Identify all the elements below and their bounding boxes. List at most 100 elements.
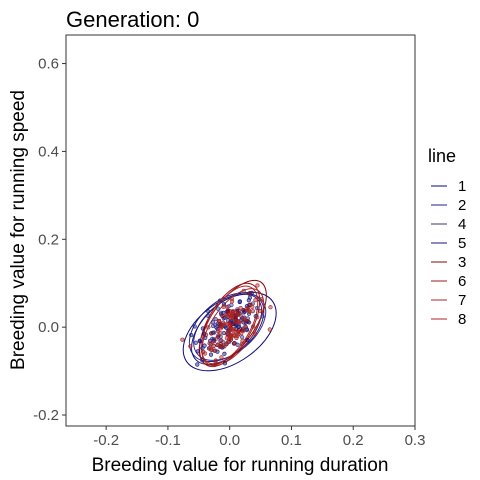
point-line-2 bbox=[237, 299, 242, 304]
point-line-6 bbox=[258, 308, 263, 314]
point-line-6 bbox=[247, 291, 252, 296]
x-tick-label: 0.2 bbox=[343, 432, 364, 449]
legend-label-1: 1 bbox=[458, 178, 466, 195]
point-line-2 bbox=[213, 317, 218, 322]
point-line-7 bbox=[267, 327, 272, 332]
point-line-7 bbox=[240, 338, 245, 343]
point-line-4 bbox=[217, 298, 223, 303]
x-tick-label: 0.0 bbox=[219, 432, 240, 449]
point-line-7 bbox=[255, 315, 260, 320]
legend-title: line bbox=[428, 146, 456, 166]
legend-label-7: 7 bbox=[458, 292, 466, 309]
x-tick-label: 0.1 bbox=[281, 432, 302, 449]
point-line-2 bbox=[221, 316, 226, 321]
point-line-8 bbox=[215, 342, 220, 347]
point-line-8 bbox=[231, 332, 236, 338]
point-line-7 bbox=[252, 331, 258, 336]
point-line-6 bbox=[238, 313, 243, 318]
point-line-7 bbox=[234, 312, 239, 317]
point-line-8 bbox=[225, 305, 230, 310]
point-line-6 bbox=[209, 331, 214, 336]
point-line-4 bbox=[216, 306, 221, 311]
x-tick-label: -0.1 bbox=[155, 432, 181, 449]
point-line-2 bbox=[192, 324, 197, 329]
point-line-2 bbox=[193, 340, 198, 345]
point-line-7 bbox=[206, 325, 211, 330]
point-line-8 bbox=[224, 313, 229, 318]
point-line-8 bbox=[216, 328, 221, 334]
point-line-8 bbox=[255, 283, 260, 288]
point-line-3 bbox=[241, 308, 246, 313]
point-line-3 bbox=[231, 341, 237, 346]
point-line-7 bbox=[247, 309, 252, 315]
point-line-7 bbox=[241, 328, 246, 333]
ellipse-line-8 bbox=[201, 285, 259, 365]
point-line-8 bbox=[227, 334, 233, 340]
y-tick-label: 0.6 bbox=[38, 56, 59, 73]
y-tick-label: -0.2 bbox=[33, 407, 59, 424]
point-line-5 bbox=[197, 338, 202, 343]
point-line-7 bbox=[253, 297, 258, 303]
point-line-7 bbox=[259, 296, 264, 302]
point-line-8 bbox=[207, 341, 212, 346]
point-line-4 bbox=[254, 305, 260, 311]
point-line-8 bbox=[242, 316, 247, 321]
ellipse-line-7 bbox=[201, 288, 265, 367]
legend: line 1 2 4 5 3 6 7 8 bbox=[428, 146, 466, 328]
point-line-1 bbox=[222, 351, 227, 356]
y-tick-label: 0.0 bbox=[38, 319, 59, 336]
point-line-1 bbox=[195, 349, 200, 354]
point-line-8 bbox=[229, 299, 235, 304]
point-line-5 bbox=[189, 332, 194, 338]
point-line-5 bbox=[195, 362, 200, 367]
y-axis: -0.2 0.0 0.2 0.4 0.6 bbox=[33, 56, 66, 424]
point-line-1 bbox=[208, 352, 214, 357]
point-line-8 bbox=[250, 304, 255, 310]
point-line-8 bbox=[218, 326, 224, 331]
legend-label-6: 6 bbox=[458, 273, 466, 290]
chart-title: Generation: 0 bbox=[66, 7, 199, 32]
legend-label-2: 2 bbox=[458, 197, 466, 214]
point-line-8 bbox=[188, 344, 193, 349]
point-line-6 bbox=[213, 361, 218, 366]
point-line-8 bbox=[228, 310, 233, 315]
point-line-5 bbox=[241, 310, 246, 315]
point-line-7 bbox=[235, 333, 240, 339]
point-line-5 bbox=[247, 295, 253, 300]
point-line-6 bbox=[239, 341, 245, 346]
point-line-7 bbox=[245, 307, 250, 312]
x-axis: -0.2 -0.1 0.0 0.1 0.2 0.3 bbox=[93, 426, 425, 449]
ellipse-line-6 bbox=[199, 282, 261, 368]
legend-label-8: 8 bbox=[458, 311, 466, 328]
point-line-4 bbox=[240, 335, 245, 340]
point-line-7 bbox=[219, 338, 224, 343]
point-line-8 bbox=[239, 331, 244, 336]
point-line-6 bbox=[242, 318, 247, 323]
ellipse-line-1 bbox=[182, 291, 277, 372]
legend-label-3: 3 bbox=[458, 254, 466, 271]
point-line-5 bbox=[200, 326, 205, 331]
ellipse-layer bbox=[182, 279, 277, 372]
x-tick-label: -0.2 bbox=[93, 432, 119, 449]
point-line-6 bbox=[180, 337, 185, 342]
point-line-2 bbox=[200, 346, 205, 351]
point-line-8 bbox=[224, 321, 230, 327]
point-line-1 bbox=[245, 338, 250, 343]
point-line-7 bbox=[203, 351, 208, 356]
x-axis-title: Breeding value for running duration bbox=[92, 455, 389, 476]
point-line-7 bbox=[236, 319, 241, 325]
plot-panel bbox=[65, 34, 416, 427]
point-line-8 bbox=[219, 355, 224, 360]
point-line-6 bbox=[250, 309, 255, 314]
point-line-2 bbox=[205, 313, 211, 318]
point-line-7 bbox=[241, 288, 246, 293]
point-line-7 bbox=[238, 305, 243, 311]
point-line-8 bbox=[217, 319, 222, 324]
point-line-6 bbox=[233, 319, 238, 324]
legend-label-4: 4 bbox=[458, 216, 466, 233]
y-tick-label: 0.2 bbox=[38, 231, 59, 248]
point-line-4 bbox=[218, 310, 224, 315]
point-line-5 bbox=[206, 309, 211, 314]
point-line-8 bbox=[214, 336, 219, 341]
